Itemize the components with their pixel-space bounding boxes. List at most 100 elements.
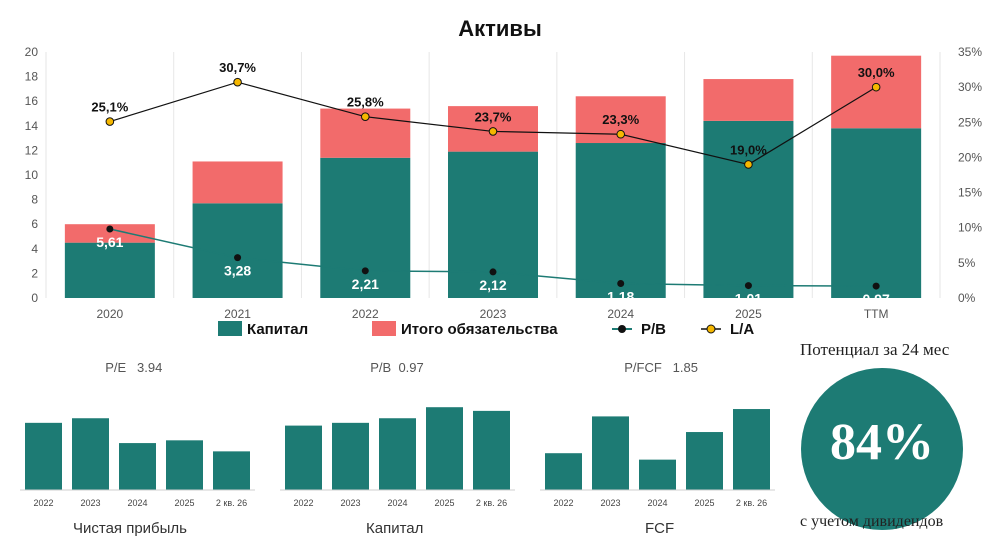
mini-bar xyxy=(379,418,416,490)
bar-liabilities xyxy=(64,224,155,243)
y-tick-label: 14 xyxy=(25,119,39,133)
legend-label-pb: P/B xyxy=(641,321,666,338)
mini-x-label: 2 кв. 26 xyxy=(736,498,767,508)
la-point xyxy=(488,127,498,136)
bar-liabilities xyxy=(192,161,283,204)
pb-data-label: 1,18 xyxy=(607,288,634,304)
mini-bar xyxy=(119,443,156,490)
y-tick-label: 0 xyxy=(31,291,38,305)
mini-bar xyxy=(545,453,582,490)
pb-data-label: 0,97 xyxy=(863,291,890,307)
mini-x-label: 2023 xyxy=(340,498,360,508)
mini-title-fcf: FCF xyxy=(645,520,675,537)
la-point xyxy=(871,82,881,92)
mini-x-label: 2024 xyxy=(647,498,667,508)
mini-title-capital: Капитал xyxy=(366,520,424,537)
y2-axis: 0% 5% 10% 15% 20% 25% 30% 35% xyxy=(958,45,982,305)
pb-data-label: 2,12 xyxy=(479,277,506,293)
la-data-label: 30,0% xyxy=(858,65,895,80)
potential-value: 84% xyxy=(830,414,934,471)
legend-label-liabilities: Итого обязательства xyxy=(401,321,558,338)
mini-x-label: 2024 xyxy=(387,498,407,508)
mini-bar xyxy=(285,425,322,490)
pb-data-label: 3,28 xyxy=(224,263,251,279)
mini-x-label: 2023 xyxy=(80,498,100,508)
metric-pe-value: 3.94 xyxy=(137,360,163,375)
chart-grid xyxy=(45,52,941,298)
legend-swatch-capital xyxy=(218,321,242,336)
x-tick-label: 2025 xyxy=(735,307,762,321)
metric-pb-label: P/B xyxy=(370,360,392,375)
x-tick-label: 2021 xyxy=(224,307,251,321)
pb-point xyxy=(361,267,369,275)
pb-point xyxy=(744,282,752,290)
bar-capital xyxy=(575,143,666,298)
y-axis: 0 2 4 6 8 10 12 14 16 18 20 xyxy=(25,45,39,305)
la-data-label: 23,7% xyxy=(475,109,512,124)
metric-pfcf-label: P/FCF xyxy=(624,360,662,375)
mini-x-label: 2024 xyxy=(127,498,147,508)
chart-title: Активы xyxy=(458,16,542,41)
x-tick-label: 2020 xyxy=(97,307,124,321)
bar-liabilities xyxy=(831,55,922,129)
mini-x-label: 2023 xyxy=(600,498,620,508)
potential-circle xyxy=(801,368,963,530)
la-point xyxy=(233,77,242,87)
bar-capital xyxy=(703,120,794,298)
mini-x-label: 2025 xyxy=(174,498,194,508)
y-tick-label: 2 xyxy=(31,266,38,280)
mini-x-label: 2022 xyxy=(553,498,573,508)
mini-chart-net-profit: 2022 2023 2024 2025 2 кв. 26 xyxy=(20,418,255,508)
mini-bar xyxy=(72,418,109,490)
x-tick-label: 2023 xyxy=(480,307,507,321)
chart-legend: Капитал Итого обязательства P/B L/A xyxy=(218,321,754,338)
metric-pfcf-value: 1.85 xyxy=(672,360,698,375)
mini-bar xyxy=(166,440,203,490)
mini-chart-capital: 2022 2023 2024 2025 2 кв. 26 xyxy=(280,407,515,508)
metric-pe: P/E 3.94 xyxy=(98,345,162,375)
y-tick-label: 20 xyxy=(25,45,39,59)
pb-data-label: 2,21 xyxy=(352,276,379,292)
y-tick-label: 12 xyxy=(25,143,39,157)
y-tick-label: 4 xyxy=(31,242,38,256)
potential-title: Потенциал за 24 мес xyxy=(800,340,950,359)
legend-label-capital: Капитал xyxy=(247,321,308,338)
metric-pfcf: P/FCF 1.85 xyxy=(617,345,698,375)
mini-bar xyxy=(733,409,770,490)
metric-pb: P/B 0.97 xyxy=(363,345,424,375)
mini-x-label: 2025 xyxy=(694,498,714,508)
y-tick-label: 6 xyxy=(31,217,38,231)
bar-series xyxy=(64,55,922,298)
pb-data-label: 1,01 xyxy=(735,291,762,307)
la-data-label: 25,8% xyxy=(347,95,384,110)
bar-capital xyxy=(64,242,155,298)
y2-tick-label: 30% xyxy=(958,80,982,94)
mini-x-label: 2022 xyxy=(33,498,53,508)
bar-liabilities xyxy=(703,79,794,121)
x-tick-label: 2024 xyxy=(607,307,634,321)
potential-subtitle: с учетом дивидендов xyxy=(800,513,944,530)
mini-bar xyxy=(686,432,723,490)
mini-x-label: 2 кв. 26 xyxy=(476,498,507,508)
mini-bar xyxy=(639,459,676,490)
la-point xyxy=(744,160,753,169)
metric-pe-label: P/E xyxy=(105,360,127,375)
mini-bar xyxy=(25,422,62,490)
mini-title-net-profit: Чистая прибыль xyxy=(73,520,187,537)
pb-point xyxy=(617,279,625,287)
x-axis: 2020 2021 2022 2023 2024 2025 TTM xyxy=(97,307,889,321)
legend-swatch-liabilities xyxy=(372,321,396,336)
legend-label-la: L/A xyxy=(730,321,754,338)
pb-point xyxy=(234,254,242,262)
la-data-label: 30,7% xyxy=(219,60,256,75)
mini-x-label: 2025 xyxy=(434,498,454,508)
line-series: 5,61 3,28 2,21 2,12 1,18 1,01 0,97 25,1% 30,7% 25… xyxy=(91,60,895,307)
y2-tick-label: 0% xyxy=(958,291,976,305)
la-data-label: 23,3% xyxy=(602,112,639,127)
bar-capital xyxy=(831,128,922,298)
pb-point xyxy=(872,282,880,290)
la-point xyxy=(616,129,626,139)
pb-data-label: 5,61 xyxy=(96,234,123,250)
pb-point xyxy=(489,268,497,276)
